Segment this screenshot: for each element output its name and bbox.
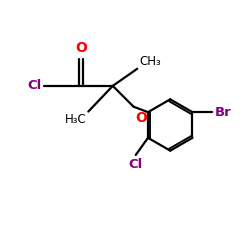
Text: H₃C: H₃C — [65, 113, 86, 126]
Text: Cl: Cl — [27, 80, 42, 92]
Text: O: O — [135, 111, 147, 125]
Text: Cl: Cl — [129, 158, 143, 171]
Text: Br: Br — [214, 106, 231, 119]
Text: CH₃: CH₃ — [139, 54, 161, 68]
Text: O: O — [75, 41, 87, 55]
